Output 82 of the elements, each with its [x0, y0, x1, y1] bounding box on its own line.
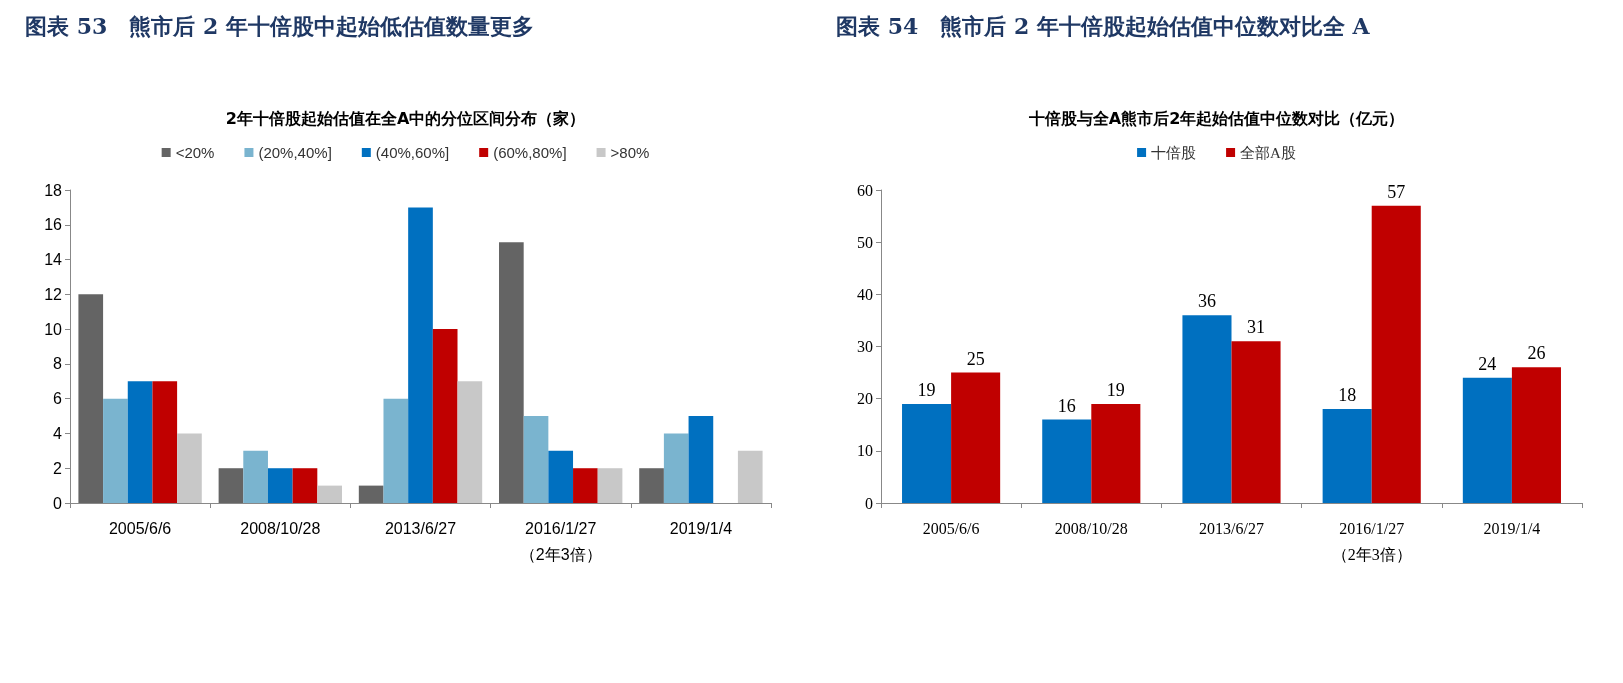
- bar: [688, 416, 714, 503]
- y-tick-label: 0: [53, 494, 63, 512]
- bar: [1231, 341, 1281, 503]
- bar: [1322, 409, 1372, 503]
- x-tick-label: 2008/10/28: [240, 519, 321, 537]
- bar: [573, 468, 598, 503]
- x-tick-label: 2016/1/27 （2年3倍）: [1331, 519, 1412, 563]
- data-label: 19: [1106, 379, 1125, 400]
- legend-label: <20%: [175, 144, 215, 161]
- bar: [1371, 205, 1421, 503]
- y-tick-label: 10: [44, 320, 63, 338]
- bar: [152, 381, 178, 503]
- chart-subtitle: 十倍股与全A熊市后2年起始估值中位数对比（亿元）: [1027, 108, 1405, 128]
- bar: [78, 294, 104, 503]
- chart-title: 图表 53 熊市后 2 年十倍股中起始低估值数量更多: [25, 13, 534, 39]
- bar: [292, 468, 318, 503]
- data-label: 25: [966, 348, 985, 369]
- bar: [127, 381, 153, 503]
- bar: [432, 329, 458, 503]
- data-label: 36: [1197, 291, 1216, 312]
- bar: [383, 398, 409, 503]
- bar: [317, 485, 342, 503]
- bar: [358, 485, 384, 503]
- bar: [1042, 419, 1092, 503]
- bar: [408, 207, 433, 503]
- y-tick-label: 10: [857, 442, 873, 460]
- legend-label: (40%,60%]: [375, 144, 450, 161]
- x-tick-label: 2019/1/4: [669, 519, 733, 537]
- y-tick-label: 6: [53, 390, 63, 408]
- x-tick-label: 2016/1/27 （2年3倍）: [519, 519, 602, 563]
- y-tick-label: 8: [53, 355, 63, 373]
- y-tick-label: 50: [857, 233, 873, 251]
- legend-label: (60%,80%]: [493, 144, 567, 161]
- bar: [243, 450, 268, 503]
- bar: [499, 242, 524, 503]
- y-tick-label: 20: [857, 390, 873, 408]
- data-label: 18: [1338, 385, 1357, 406]
- y-tick-label: 0: [865, 494, 873, 512]
- bar: [548, 450, 574, 503]
- legend-label: 全部A股: [1240, 144, 1296, 161]
- chart-title: 图表 54 熊市后 2 年十倍股起始估值中位数对比全 A: [836, 13, 1371, 39]
- chart-subtitle: 2年十倍股起始估值在全A中的分位区间分布（家）: [225, 108, 586, 128]
- y-tick-label: 60: [857, 181, 873, 199]
- bar: [457, 381, 483, 503]
- bar: [218, 468, 244, 503]
- y-tick-label: 18: [44, 181, 63, 199]
- bar: [597, 468, 623, 503]
- bar: [267, 468, 293, 503]
- x-tick-label: 2019/1/4: [1483, 519, 1541, 537]
- x-tick-label: 2013/6/27: [1199, 519, 1264, 537]
- legend-label: >80%: [610, 144, 650, 161]
- bar: [737, 450, 763, 503]
- data-label: 26: [1527, 343, 1546, 364]
- bar: [1462, 377, 1512, 503]
- bar: [1182, 315, 1232, 503]
- legend-label: 十倍股: [1151, 144, 1197, 161]
- x-tick-label: 2005/6/6: [108, 519, 172, 537]
- data-label: 57: [1387, 181, 1406, 202]
- bar: [177, 433, 202, 503]
- y-tick-label: 2: [53, 459, 63, 477]
- y-tick-label: 14: [44, 251, 63, 269]
- bar: [103, 398, 128, 503]
- bar: [951, 372, 1001, 503]
- x-tick-label: 2005/6/6: [922, 519, 980, 537]
- bar: [1511, 367, 1561, 503]
- y-tick-label: 40: [857, 285, 873, 303]
- bar: [902, 403, 952, 503]
- data-label: 31: [1247, 317, 1266, 338]
- y-tick-label: 30: [857, 338, 873, 355]
- data-label: 24: [1478, 353, 1497, 374]
- x-tick-label: 2013/6/27: [384, 519, 457, 537]
- legend-label: (20%,40%]: [258, 144, 332, 161]
- data-label: 16: [1057, 395, 1076, 416]
- bar: [523, 416, 549, 503]
- y-tick-label: 4: [53, 424, 63, 442]
- data-label: 19: [917, 379, 936, 400]
- x-tick-label: 2008/10/28: [1054, 519, 1128, 537]
- bar: [1091, 403, 1141, 503]
- bar: [663, 433, 689, 503]
- y-tick-label: 16: [44, 216, 63, 234]
- y-tick-label: 12: [44, 285, 63, 303]
- bar: [639, 468, 664, 503]
